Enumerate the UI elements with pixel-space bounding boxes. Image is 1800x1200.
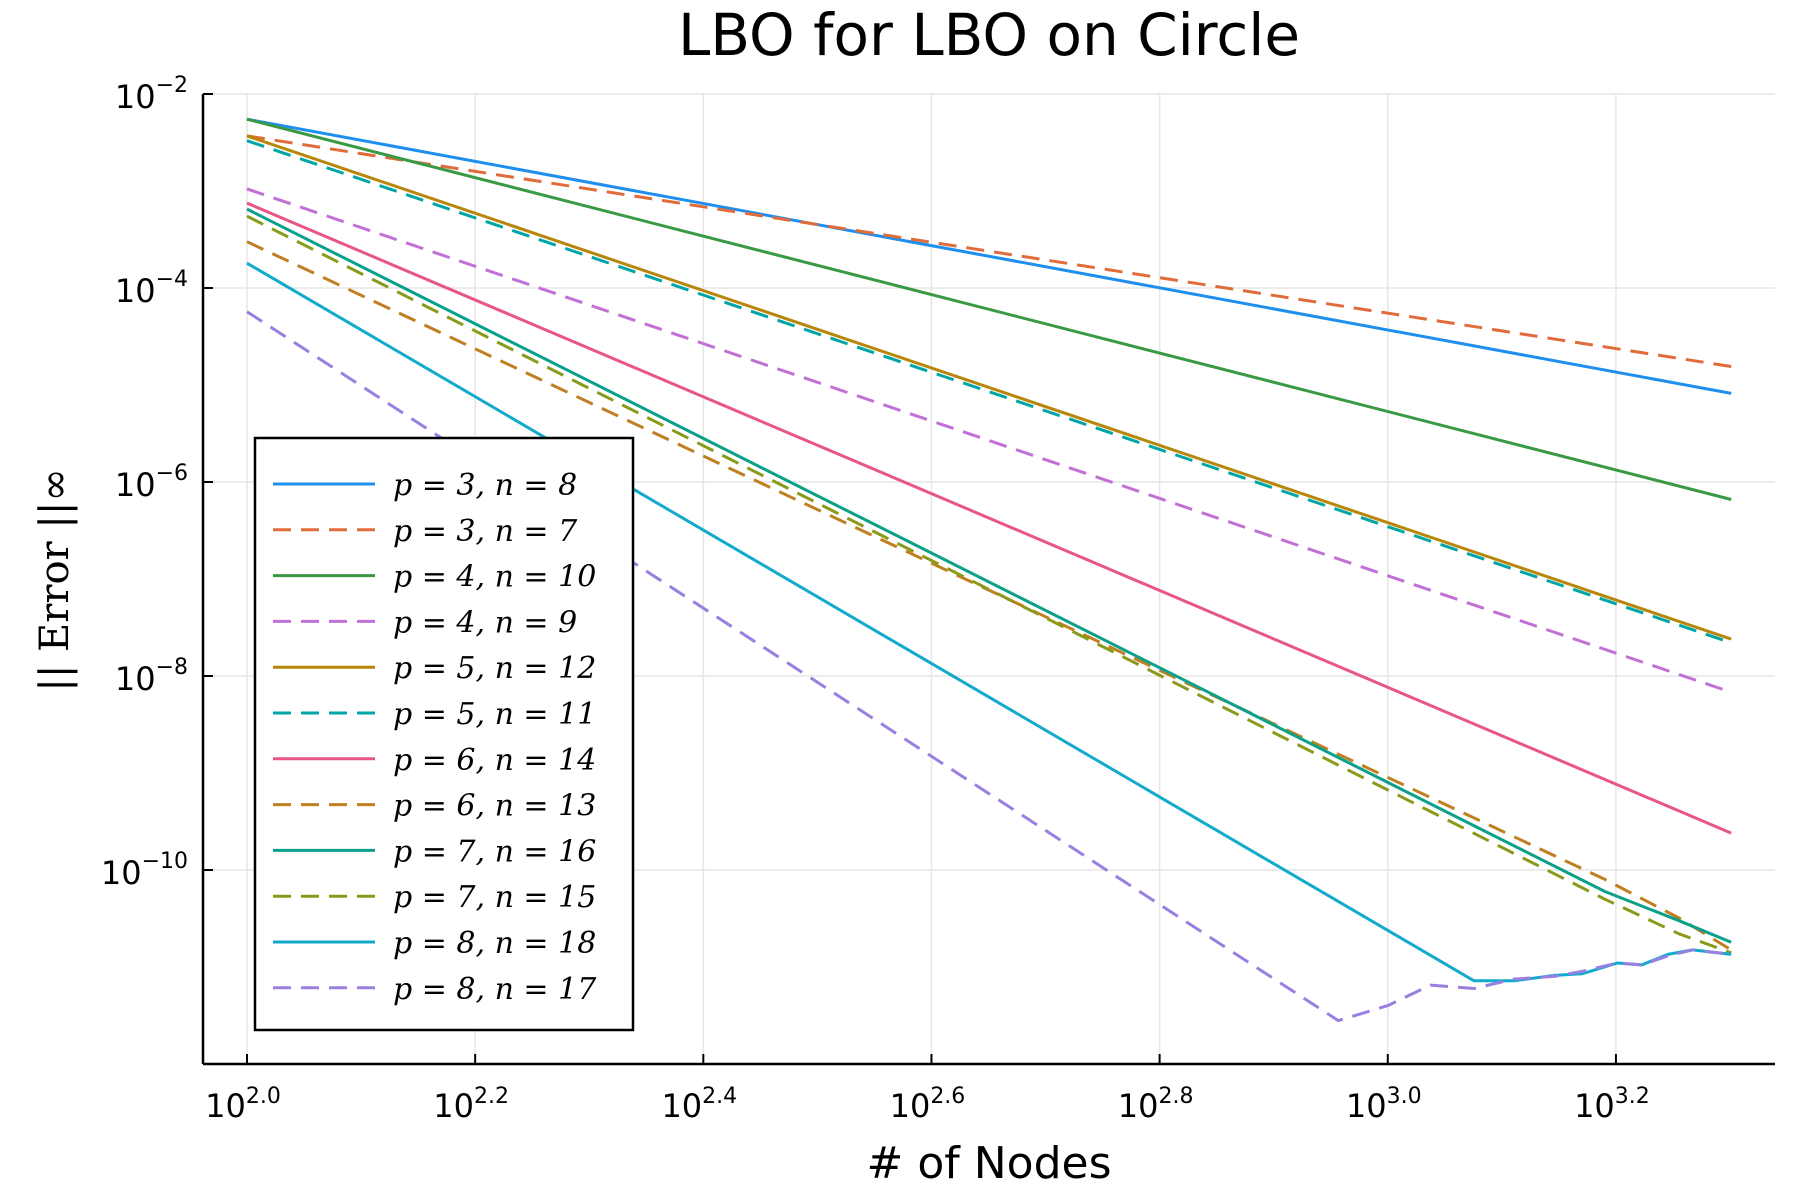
x-tick-label: 103.0 — [1346, 1084, 1422, 1125]
series-lines — [246, 117, 1732, 1023]
legend-label: p = 5, n = 11 — [393, 697, 596, 732]
legend-label: p = 5, n = 12 — [393, 651, 596, 686]
series-line-6 — [246, 139, 1732, 645]
y-tick-labels: 10−2 10−4 10−6 10−8 10−10 — [101, 73, 188, 892]
y-tick-label: 10−6 — [115, 461, 188, 504]
legend-label: p = 7, n = 15 — [393, 880, 596, 915]
x-tick-labels: 102.0 102.2 102.4 102.6 102.8 103.0 103.2 — [205, 1084, 1650, 1125]
series-line-7 — [246, 201, 1732, 835]
series-line-12 — [246, 310, 1732, 1023]
legend: p = 3, n = 8 p = 3, n = 7 p = 4, n = 10 p =… — [253, 436, 635, 1032]
series-line-10 — [246, 214, 1732, 955]
legend-label: p = 3, n = 7 — [393, 514, 578, 549]
axes — [201, 93, 1775, 1066]
series-line-5 — [246, 134, 1732, 641]
legend-label: p = 4, n = 9 — [393, 605, 577, 640]
series-line-8 — [246, 240, 1732, 952]
y-tick-label: 10−10 — [101, 849, 188, 892]
series-line-2 — [246, 134, 1732, 368]
series-line-3 — [246, 117, 1732, 501]
series-line-9 — [246, 207, 1732, 944]
chart-title: LBO for LBO on Circle — [678, 1, 1300, 69]
x-tick-label: 102.6 — [890, 1084, 966, 1125]
x-tick-label: 102.0 — [205, 1084, 281, 1125]
x-tick-label: 103.2 — [1574, 1084, 1650, 1125]
legend-label: p = 7, n = 16 — [393, 834, 596, 869]
x-tick-label: 102.8 — [1118, 1084, 1194, 1125]
series-line-4 — [246, 187, 1732, 694]
x-axis-label: # of Nodes — [866, 1138, 1111, 1189]
legend-label: p = 8, n = 17 — [393, 972, 597, 1007]
legend-label: p = 4, n = 10 — [393, 560, 596, 595]
legend-box — [253, 436, 635, 1032]
legend-label: p = 8, n = 18 — [393, 926, 596, 961]
y-tick-label: 10−2 — [115, 73, 188, 116]
legend-label: p = 6, n = 13 — [393, 789, 596, 824]
legend-label: p = 6, n = 14 — [393, 743, 596, 778]
x-tick-label: 102.2 — [433, 1084, 509, 1125]
legend-label: p = 3, n = 8 — [393, 468, 577, 503]
y-axis-label: || Error ||∞ — [32, 468, 78, 691]
series-line-1 — [246, 117, 1732, 395]
x-tick-label: 102.4 — [661, 1084, 737, 1125]
y-tick-label: 10−4 — [115, 267, 188, 310]
y-tick-label: 10−8 — [115, 655, 188, 698]
